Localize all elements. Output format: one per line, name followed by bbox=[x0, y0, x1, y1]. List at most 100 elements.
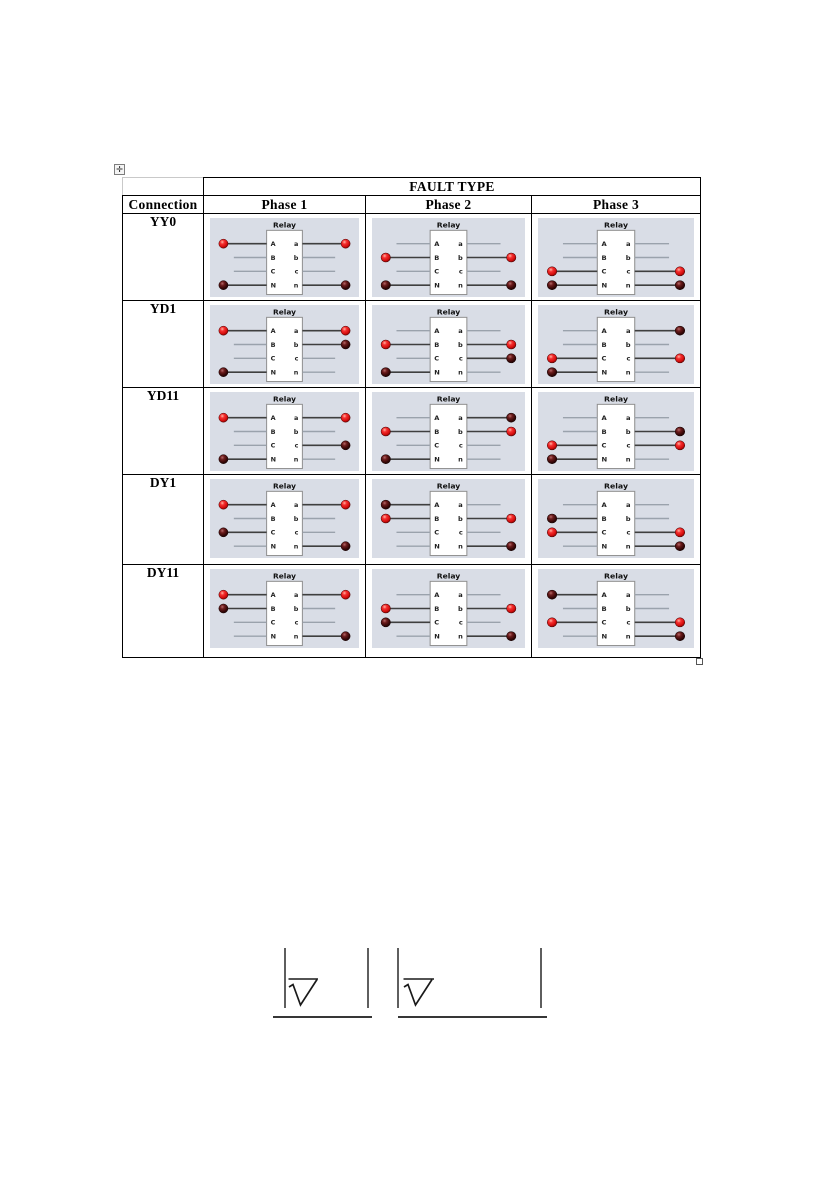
terminal-label: b bbox=[626, 428, 631, 436]
terminal-label: A bbox=[434, 501, 440, 509]
terminal-label: a bbox=[458, 501, 462, 509]
terminal-label: c bbox=[295, 442, 299, 450]
relay-box bbox=[266, 316, 303, 383]
terminal-label: b bbox=[626, 605, 631, 613]
relay-diagram: Relay A a B b C c N n bbox=[538, 569, 695, 648]
terminal-label: a bbox=[626, 240, 631, 248]
terminal-label: C bbox=[434, 442, 439, 450]
terminal-label: n bbox=[294, 282, 299, 290]
terminal-label: A bbox=[601, 591, 607, 599]
led-indicator-dark bbox=[506, 353, 517, 364]
terminal-label: n bbox=[458, 282, 463, 290]
terminal-label: N bbox=[601, 369, 607, 377]
led-indicator-red bbox=[506, 252, 517, 263]
relay-diagram: Relay A a B b C c N n bbox=[538, 479, 695, 558]
terminal-label: b bbox=[458, 254, 463, 262]
relay-box bbox=[266, 490, 303, 557]
terminal-label: b bbox=[294, 605, 299, 613]
terminal-label: B bbox=[434, 428, 439, 436]
terminal-label: n bbox=[294, 456, 299, 464]
terminal-label: c bbox=[295, 355, 299, 363]
terminal-label: c bbox=[627, 268, 631, 276]
relay-box bbox=[596, 229, 636, 296]
relay-diagram: Relay A a B b C c N n bbox=[372, 305, 525, 384]
led-indicator-red bbox=[546, 353, 558, 364]
terminal-label: a bbox=[294, 501, 298, 509]
terminal-label: N bbox=[434, 369, 440, 377]
led-indicator-red bbox=[546, 527, 558, 538]
led-indicator-dark bbox=[506, 541, 517, 551]
terminal-label: n bbox=[458, 543, 463, 551]
terminal-label: A bbox=[271, 591, 276, 599]
terminal-label: N bbox=[271, 282, 276, 290]
led-indicator-dark bbox=[340, 280, 351, 290]
terminal-label: A bbox=[271, 240, 276, 248]
led-indicator-red bbox=[506, 603, 517, 614]
terminal-label: c bbox=[627, 442, 631, 450]
relay-label: Relay bbox=[273, 394, 296, 403]
terminal-label: N bbox=[434, 543, 440, 551]
relay-label: Relay bbox=[604, 395, 628, 404]
relay-diagram: Relay A a B b C c N n bbox=[210, 479, 359, 558]
relay-box bbox=[429, 316, 468, 383]
table-resize-handle[interactable] bbox=[696, 658, 703, 665]
led-indicator-red bbox=[340, 325, 351, 336]
terminal-label: c bbox=[627, 355, 631, 363]
led-indicator-red bbox=[340, 499, 351, 510]
terminal-label: n bbox=[626, 633, 631, 641]
relay-diagram: Relay A a B b C c N n bbox=[372, 479, 525, 558]
terminal-label: b bbox=[294, 515, 299, 523]
led-indicator-dark bbox=[674, 541, 686, 551]
led-indicator-red bbox=[380, 426, 391, 437]
led-indicator-red bbox=[380, 603, 391, 614]
relay-label: Relay bbox=[437, 481, 461, 490]
led-indicator-red bbox=[340, 412, 351, 423]
terminal-label: n bbox=[458, 633, 463, 641]
relay-diagram: Relay A a B b C c N n bbox=[372, 569, 525, 648]
terminal-label: C bbox=[601, 442, 606, 450]
table-row-column-headers: Connection Phase 1 Phase 2 Phase 3 bbox=[122, 195, 702, 214]
terminal-label: a bbox=[458, 414, 462, 422]
relay-diagram: Relay A a B b C c N n bbox=[538, 218, 695, 297]
led-indicator-dark bbox=[506, 631, 517, 641]
terminal-label: N bbox=[271, 456, 276, 464]
led-indicator-red bbox=[546, 617, 558, 628]
terminal-label: n bbox=[294, 543, 299, 551]
relay-box bbox=[429, 403, 468, 470]
relay-label: Relay bbox=[273, 307, 296, 316]
terminal-label: B bbox=[271, 341, 276, 349]
relay-diagram: Relay A a B b C c N n bbox=[372, 392, 525, 471]
led-indicator-red bbox=[506, 513, 517, 524]
terminal-label: b bbox=[458, 428, 463, 436]
relay-box bbox=[596, 490, 636, 557]
phase-2-header: Phase 2 bbox=[365, 195, 532, 214]
terminal-label: A bbox=[271, 501, 276, 509]
table-move-handle-icon[interactable]: ✛ bbox=[114, 164, 125, 175]
led-indicator-dark bbox=[340, 541, 351, 551]
terminal-label: C bbox=[434, 529, 439, 537]
terminal-label: N bbox=[601, 633, 607, 641]
relay-label: Relay bbox=[604, 308, 628, 317]
terminal-label: b bbox=[294, 428, 299, 436]
terminal-label: N bbox=[601, 543, 607, 551]
terminal-label: N bbox=[434, 456, 440, 464]
connection-label: YY0 bbox=[122, 213, 204, 301]
relay-diagram: Relay A a B b C c N n bbox=[538, 305, 695, 384]
led-indicator-dark bbox=[506, 412, 517, 423]
led-indicator-red bbox=[218, 325, 229, 336]
led-indicator-red bbox=[546, 440, 558, 451]
terminal-label: B bbox=[601, 428, 606, 436]
